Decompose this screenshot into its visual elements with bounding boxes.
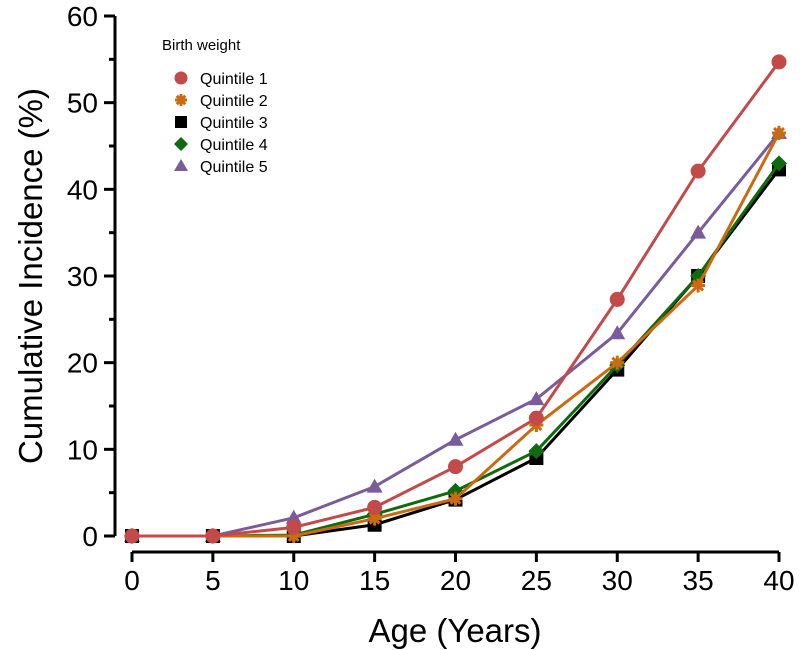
series-quintile-1: [124, 54, 787, 544]
x-axis-label: Age (Years): [368, 612, 541, 649]
legend-marker-triangle-icon: [174, 159, 188, 171]
x-tick-label: 15: [359, 565, 390, 596]
y-tick-label: 30: [67, 261, 98, 292]
axes: 0 10 20 30 40 50 60 0 5 10 15 20 25 30 35 40: [67, 1, 795, 596]
data-point: [772, 126, 786, 140]
x-tick-label: 0: [124, 565, 140, 596]
x-tick-label: 40: [763, 565, 794, 596]
data-point: [448, 491, 463, 506]
y-axis-label: Cumulative Incidence (%): [12, 88, 49, 464]
legend-label: Quintile 3: [200, 115, 268, 132]
legend-title: Birth weight: [162, 37, 241, 54]
y-tick-label: 10: [67, 434, 98, 465]
legend-marker-square-icon: [175, 116, 187, 128]
series-line: [132, 168, 781, 538]
data-point: [771, 54, 787, 70]
series-quintile-2: [125, 126, 786, 543]
legend-marker-diamond-icon: [174, 137, 188, 151]
data-point: [690, 163, 706, 179]
legend-item: Quintile 5: [174, 159, 268, 176]
series-line: [132, 162, 781, 538]
data-point: [690, 224, 707, 239]
data-point: [124, 528, 140, 544]
data-point: [285, 509, 302, 524]
data-point: [609, 291, 625, 307]
data-point: [771, 155, 787, 172]
data-point: [691, 278, 706, 293]
legend: Birth weight Quintile 1 Quintile 2 Quintile…: [162, 37, 268, 176]
data-point: [528, 391, 545, 406]
data-point: [366, 478, 383, 493]
legend-item: Quintile 4: [174, 137, 268, 154]
y-tick-label: 0: [82, 521, 98, 552]
x-tick-label: 5: [205, 565, 221, 596]
series-line: [132, 132, 781, 538]
data-point: [367, 499, 383, 515]
x-tick-label: 10: [278, 565, 309, 596]
data-point: [528, 443, 545, 460]
legend-label: Quintile 1: [200, 71, 268, 88]
legend-label: Quintile 2: [200, 93, 268, 110]
data-point: [205, 528, 221, 544]
y-tick-label: 20: [67, 348, 98, 379]
x-tick-label: 20: [440, 565, 471, 596]
data-point: [367, 511, 382, 526]
series-line: [132, 132, 781, 538]
legend-label: Quintile 4: [200, 137, 268, 154]
x-tick-label: 35: [683, 565, 714, 596]
y-tick-label: 60: [67, 1, 98, 32]
y-tick-label: 40: [67, 174, 98, 205]
data-point: [610, 355, 625, 370]
data-point: [286, 519, 302, 535]
y-tick-label: 50: [67, 88, 98, 119]
x-tick-label: 25: [521, 565, 552, 596]
series-quintile-4: [124, 155, 787, 544]
legend-label: Quintile 5: [200, 159, 268, 176]
legend-marker-asterisk-icon: [175, 94, 187, 106]
legend-item: Quintile 1: [174, 71, 268, 88]
data-point: [609, 325, 626, 340]
legend-item: Quintile 3: [175, 115, 268, 132]
legend-item: Quintile 2: [175, 93, 268, 110]
x-tick-label: 30: [602, 565, 633, 596]
series-layer: [124, 54, 787, 544]
data-point: [528, 410, 544, 426]
data-point: [448, 459, 463, 475]
legend-marker-circle-icon: [174, 71, 188, 85]
data-point: [447, 431, 464, 446]
